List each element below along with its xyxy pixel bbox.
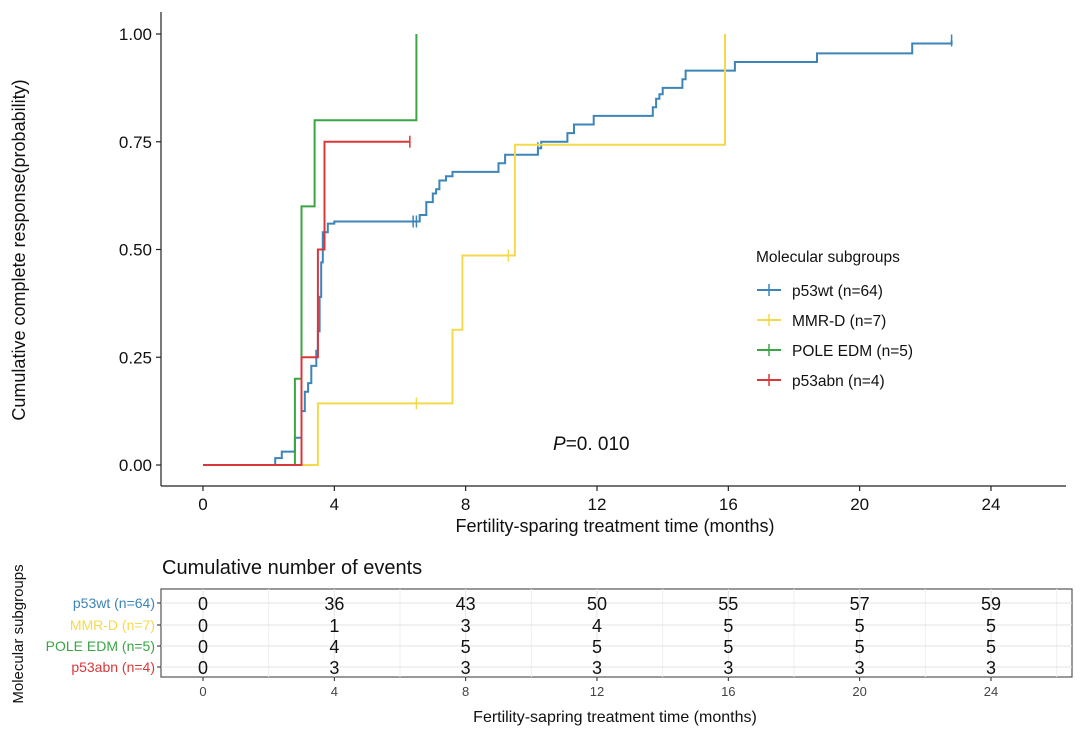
- risk-x-tick-label: 16: [721, 684, 735, 699]
- risk-x-tick-label: 12: [590, 684, 604, 699]
- risk-cell: 5: [723, 616, 733, 636]
- km-curve-p53wt: [203, 40, 953, 466]
- risk-cell: 5: [592, 637, 602, 657]
- risk-row-label: MMR-D (n=7): [70, 617, 155, 633]
- risk-table-xlabel: Fertility-sapring treatment time (months…: [473, 709, 757, 726]
- risk-cell: 5: [855, 637, 865, 657]
- risk-cell: 36: [324, 594, 344, 614]
- x-tick-label: 0: [198, 495, 207, 514]
- y-tick-label: 0.00: [119, 456, 152, 475]
- risk-cell: 59: [981, 594, 1001, 614]
- risk-cell: 57: [850, 594, 870, 614]
- risk-table-grid: [160, 588, 1073, 678]
- legend-title: Molecular subgroups: [756, 249, 900, 266]
- km-curve-mmr-d: [203, 34, 726, 466]
- risk-cell: 0: [198, 658, 208, 678]
- risk-cell: 5: [461, 637, 471, 657]
- risk-cell: 4: [592, 616, 602, 636]
- risk-cell: 0: [198, 637, 208, 657]
- risk-cell: 50: [587, 594, 607, 614]
- x-tick-label: 16: [719, 495, 738, 514]
- risk-x-tick-label: 24: [984, 684, 998, 699]
- risk-cell: 3: [723, 658, 733, 678]
- risk-row-label: POLE EDM (n=5): [46, 638, 155, 654]
- risk-x-tick-label: 0: [199, 684, 206, 699]
- risk-x-tick-label: 20: [852, 684, 866, 699]
- km-curve-p53abn: [203, 140, 410, 466]
- risk-cell: 5: [986, 637, 996, 657]
- risk-table-title: Cumulative number of events: [162, 557, 422, 579]
- risk-cell: 3: [461, 658, 471, 678]
- risk-cell: 5: [855, 616, 865, 636]
- y-axis-label: Cumulative complete response(probability…: [9, 79, 29, 420]
- risk-cell: 3: [855, 658, 865, 678]
- x-axis-label: Fertility-sparing treatment time (months…: [455, 516, 774, 536]
- risk-cell: 3: [461, 616, 471, 636]
- risk-x-tick-label: 8: [462, 684, 469, 699]
- risk-cell: 43: [456, 594, 476, 614]
- risk-table: Cumulative number of events Molecular su…: [10, 557, 1073, 726]
- risk-row-label: p53abn (n=4): [71, 659, 155, 675]
- risk-cell: 55: [718, 594, 738, 614]
- p-value-annotation: P=0. 010: [553, 434, 630, 455]
- legend-entry: MMR-D (n=7): [792, 313, 886, 330]
- risk-cell: 4: [329, 637, 339, 657]
- risk-table-border: [160, 588, 1073, 678]
- risk-cell: 3: [592, 658, 602, 678]
- risk-cell: 1: [329, 616, 339, 636]
- y-tick-label: 0.75: [119, 133, 152, 152]
- y-tick-label: 1.00: [119, 25, 152, 44]
- x-tick-label: 24: [982, 495, 1001, 514]
- legend-entry: p53wt (n=64): [792, 283, 883, 300]
- km-curve-pole: [203, 34, 418, 466]
- x-tick-label: 20: [850, 495, 869, 514]
- legend-entry: POLE EDM (n=5): [792, 343, 913, 360]
- legend-entry: p53abn (n=4): [792, 373, 885, 390]
- risk-cell: 0: [198, 616, 208, 636]
- y-tick-label: 0.25: [119, 348, 152, 367]
- risk-cell: 0: [198, 594, 208, 614]
- risk-cell: 3: [329, 658, 339, 678]
- risk-row-label: p53wt (n=64): [73, 595, 155, 611]
- risk-table-ylabel: Molecular subgroups: [10, 564, 27, 703]
- y-tick-label: 0.50: [119, 241, 152, 260]
- legend: Molecular subgroups p53wt (n=64) MMR-D (n…: [756, 249, 913, 390]
- km-series-group: [203, 34, 953, 466]
- main-axes: 0.00 0.25 0.50 0.75 1.00 0 4 8 12 16 20 24: [119, 12, 1066, 514]
- risk-x-tick-label: 4: [331, 684, 338, 699]
- risk-cell: 5: [986, 616, 996, 636]
- x-tick-label: 4: [330, 495, 339, 514]
- km-plot: 0.00 0.25 0.50 0.75 1.00 0 4 8 12 16 20 24 P=0. 010…: [9, 12, 1066, 536]
- risk-cell: 5: [723, 637, 733, 657]
- risk-cell: 3: [986, 658, 996, 678]
- x-tick-label: 8: [461, 495, 470, 514]
- x-tick-label: 12: [588, 495, 607, 514]
